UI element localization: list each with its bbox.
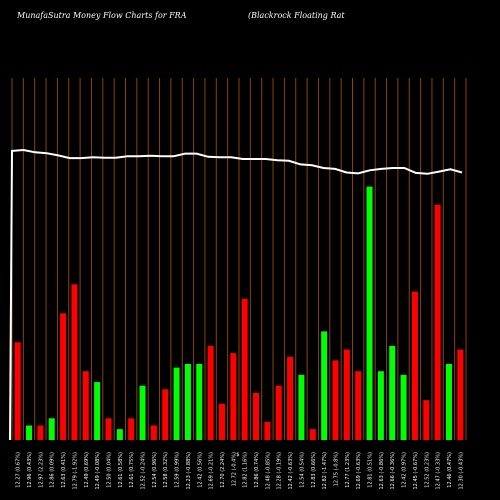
money-flow-bar: [230, 353, 237, 440]
x-tick-label: 12.58 (0.32%): [163, 452, 169, 488]
x-tick-label: 12.52 (0.23%): [424, 452, 430, 488]
money-flow-bar: [128, 418, 135, 440]
x-tick-label: 12.83 (0.66%): [311, 452, 317, 488]
grid-lines: [11, 78, 467, 440]
x-tick-label: 12.30 (-0.43%): [458, 452, 464, 490]
x-tick-label: 12.77 (1.23%): [345, 452, 351, 488]
money-flow-bar: [37, 425, 44, 440]
money-flow-bar: [184, 363, 191, 440]
money-flow-bar: [48, 418, 55, 440]
money-flow-bar: [60, 313, 67, 440]
x-tick-label: 12.52 (-0.24%): [141, 452, 147, 490]
money-flow-bar: [241, 298, 248, 440]
x-tick-label: 12.42 (0.56%): [197, 452, 203, 488]
x-tick-label: 12.61 (0.58%): [118, 452, 124, 488]
money-flow-bar: [207, 345, 214, 440]
x-tick-label: 12.63 (-0.86%): [379, 452, 385, 490]
money-flow-bar: [173, 367, 180, 440]
x-tick-label: 12.49 (-0.08%): [95, 452, 101, 490]
money-flow-bar: [411, 291, 418, 440]
x-tick-label: 12.47 (-0.33%): [436, 452, 442, 490]
x-tick-label: 12.42 (-0.63%): [288, 452, 294, 490]
money-flow-bar: [445, 363, 452, 440]
x-tick-label: 12.27 (0.67%): [16, 452, 22, 488]
money-flow-bar: [321, 331, 328, 440]
money-flow-bar: [253, 392, 260, 440]
money-flow-bar: [105, 418, 112, 440]
money-flow-bar: [150, 425, 157, 440]
x-tick-label: 12.54 (0.54%): [299, 452, 305, 488]
x-tick-label: 12.96 (0.43%): [27, 452, 33, 488]
x-tick-label: 12.69 (-0.21%): [209, 452, 215, 490]
x-tick-label: 12.81 (0.51%): [368, 452, 374, 488]
x-tick-label: 12.42 (0.97%): [402, 452, 408, 488]
money-flow-bar: [26, 425, 33, 440]
money-flow-bar: [457, 349, 464, 440]
x-tick-labels: 12.27 (0.67%) 12.96 (0.43%) 12.97 (2.23%) 1…: [16, 452, 465, 490]
x-tick-label: 12.61 (0.75%): [129, 452, 135, 488]
money-flow-bar: [218, 403, 225, 440]
x-tick-label: 12.50 (0.04%): [106, 452, 112, 488]
x-tick-label: 12.45 (-0.67%): [413, 452, 419, 490]
money-flow-bar: [298, 374, 305, 440]
x-tick-label: 12.28 (-0.19%): [277, 452, 283, 490]
money-flow-bar: [94, 382, 101, 440]
x-tick-label: 12.79 (-1.92%): [72, 452, 78, 490]
money-flow-bar: [71, 284, 78, 440]
x-tick-label: 12.82 (1.16%): [243, 452, 249, 488]
money-flow-bar: [366, 186, 373, 440]
money-flow-bar: [14, 342, 21, 440]
money-flow-bar: [389, 345, 396, 440]
money-flow-bar: [116, 429, 123, 440]
x-tick-label: 12.48 (-0.85%): [265, 452, 271, 490]
money-flow-bar: [332, 360, 339, 440]
money-flow-bar: [343, 349, 350, 440]
x-tick-label: 12.86 (0.74%): [254, 452, 260, 488]
x-tick-label: 12.75 (-0.8%): [333, 452, 339, 486]
x-tick-label: 12.59 (0.99%): [175, 452, 181, 488]
x-tick-label: 12.86 (0.09%): [50, 452, 56, 488]
x-tick-label: 12.97 (2.23%): [38, 452, 44, 488]
money-flow-bar: [400, 374, 407, 440]
x-tick-label: 12.23 (-0.88%): [186, 452, 192, 490]
x-tick-label: 12.82 (-1.47%): [322, 452, 328, 490]
money-flow-bar: [196, 363, 203, 440]
x-tick-label: 12.70 (2.24%): [220, 452, 226, 488]
money-flow-bar: [423, 400, 430, 440]
price-line: [9, 148, 463, 441]
x-tick-label: 12.66 (-0.36%): [390, 452, 396, 490]
chart-subtitle: (Blackrock Floating Rat: [248, 11, 345, 20]
money-flow-bar: [309, 429, 316, 440]
money-flow-bar: [264, 421, 271, 440]
money-flow-bar: [82, 371, 89, 440]
x-tick-label: 12.49 (0.69%): [84, 452, 90, 488]
money-flow-bar: [287, 356, 294, 440]
money-flow-bar: [355, 371, 362, 440]
x-tick-label: 12.69 (-0.63%): [356, 452, 362, 490]
money-flow-bar: [434, 204, 441, 440]
money-flow-bar: [275, 385, 282, 440]
x-tick-label: 12.46 (0.47%): [447, 452, 453, 488]
chart-title: MunafaSutra Money Flow Charts for FRA: [17, 11, 187, 20]
money-flow-bar: [162, 389, 169, 440]
x-tick-label: 12.72 (-0.4%): [231, 452, 237, 486]
money-flow-bar: [377, 371, 384, 440]
x-tick-label: 12.63 (0.41%): [61, 452, 67, 488]
bars-group: [14, 186, 464, 440]
x-tick-label: 12.54 (0.96%): [152, 452, 158, 488]
money-flow-bar: [139, 385, 146, 440]
center-label: $: [236, 452, 239, 458]
